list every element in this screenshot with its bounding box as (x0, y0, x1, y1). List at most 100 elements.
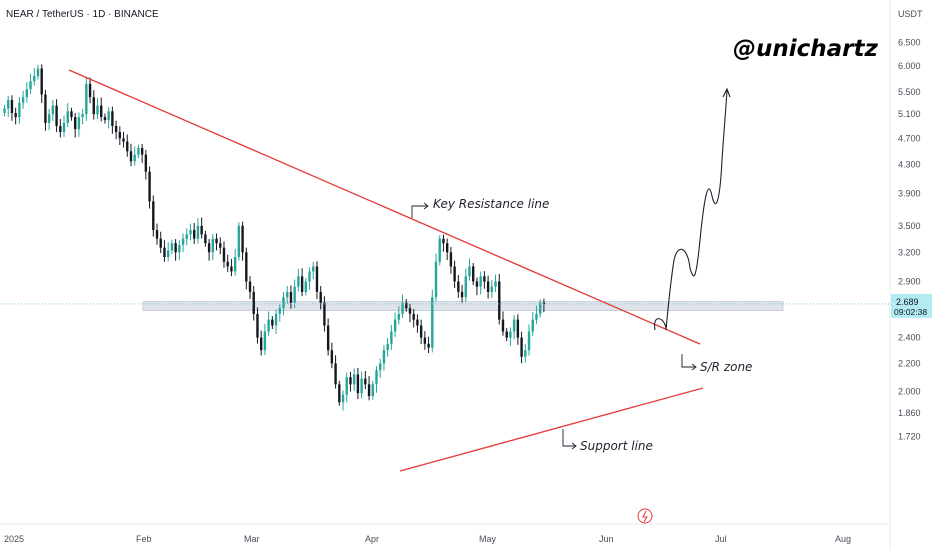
candle-body (427, 343, 430, 348)
candle-body (542, 302, 546, 304)
projection-arrowhead (722, 87, 731, 98)
y-tick-label: 6.000 (898, 61, 921, 71)
candle-body (319, 291, 322, 303)
candle-body (375, 370, 378, 385)
candle-body (193, 230, 196, 239)
candle-body (453, 266, 456, 282)
candle-body (148, 171, 151, 202)
resistance-trendline (68, 69, 701, 345)
candle-body (18, 102, 21, 118)
y-tick-label: 1.720 (898, 431, 921, 441)
candle-body (501, 319, 505, 332)
candle-body (486, 281, 490, 292)
candle-body (7, 100, 10, 109)
candle-body (509, 331, 512, 338)
candle-body (401, 302, 404, 314)
candle-body (88, 83, 92, 98)
candle-body (21, 97, 25, 103)
candle-body (286, 291, 289, 298)
candle-body (382, 350, 386, 364)
candle-body (55, 105, 58, 126)
candle-body (438, 238, 441, 262)
support-line-label: Support line (580, 439, 653, 453)
candle-body (207, 243, 211, 253)
support-callout-arrowhead (571, 442, 577, 450)
lightning-icon (642, 510, 648, 523)
candle-body (538, 302, 542, 314)
candle-body (312, 266, 315, 272)
candle-body (349, 377, 352, 385)
candle-body (259, 337, 263, 351)
candle-body (170, 243, 174, 251)
candle-body (241, 225, 244, 253)
candle-body (408, 308, 412, 314)
candle-body (483, 276, 486, 282)
candle-body (33, 76, 36, 82)
candle-body (505, 331, 508, 338)
candle-body (315, 266, 319, 292)
candle-body (118, 132, 122, 139)
candle-body (345, 377, 348, 395)
candle-body (10, 100, 14, 113)
candle-body (215, 238, 218, 244)
candle-body (274, 313, 278, 326)
bar-countdown: 09:02:38 (894, 307, 927, 317)
candle-body (133, 154, 136, 162)
candle-body (163, 247, 166, 257)
candle-body (356, 374, 360, 394)
candle-body (308, 271, 311, 282)
x-tick-label: May (479, 534, 497, 544)
candle-body (25, 89, 29, 98)
candle-body (397, 313, 401, 320)
candle-body (364, 378, 367, 385)
candles (3, 64, 546, 411)
candle-body (126, 141, 129, 152)
y-tick-label: 3.200 (898, 247, 921, 257)
candle-body (185, 234, 188, 239)
candle-body (40, 68, 43, 95)
candle-body (103, 117, 107, 120)
candle-body (70, 111, 73, 118)
candle-body (297, 276, 300, 287)
candle-body (330, 350, 334, 364)
candle-body (196, 225, 200, 239)
candle-body (475, 281, 479, 287)
sr-zone-layer (142, 301, 784, 311)
y-tick-label: 4.700 (898, 133, 921, 143)
last-price-value: 2.689 (896, 297, 919, 307)
candle-body (107, 111, 110, 121)
price-axis: 6.500 6.000 5.500 5.100 4.700 4.300 3.900 3.500… (891, 37, 932, 441)
time-axis: 2025 Feb Mar Apr May Jun Jul Aug (4, 534, 851, 544)
y-tick-label: 5.500 (898, 87, 921, 97)
candle-body (304, 281, 308, 292)
candle-body (457, 281, 460, 292)
event-marker-icon (637, 508, 653, 524)
candle-body (47, 114, 51, 123)
candle-body (524, 350, 527, 357)
candle-body (271, 319, 274, 326)
candle-body (237, 225, 241, 257)
candle-body (252, 291, 255, 314)
resistance-line-label: Key Resistance line (433, 197, 549, 211)
y-tick-label: 4.300 (898, 160, 921, 170)
candle-body (338, 384, 341, 403)
x-tick-label: Jun (599, 534, 614, 544)
candle-body (386, 343, 389, 351)
candle-body (62, 123, 66, 133)
y-tick-label: 6.500 (898, 37, 921, 47)
candle-body (29, 81, 32, 90)
candle-body (431, 297, 434, 348)
candle-body (226, 261, 229, 267)
x-tick-label: 2025 (4, 534, 24, 544)
candle-body (211, 238, 215, 253)
candle-body (248, 281, 252, 292)
candle-body (256, 313, 259, 338)
y-tick-label: 2.900 (898, 277, 921, 287)
candle-body (166, 250, 170, 257)
candle-body (289, 291, 293, 303)
watermark-text: @unichartz (733, 36, 878, 62)
candle-body (233, 257, 237, 272)
candle-body (59, 126, 62, 133)
candle-body (14, 113, 17, 118)
